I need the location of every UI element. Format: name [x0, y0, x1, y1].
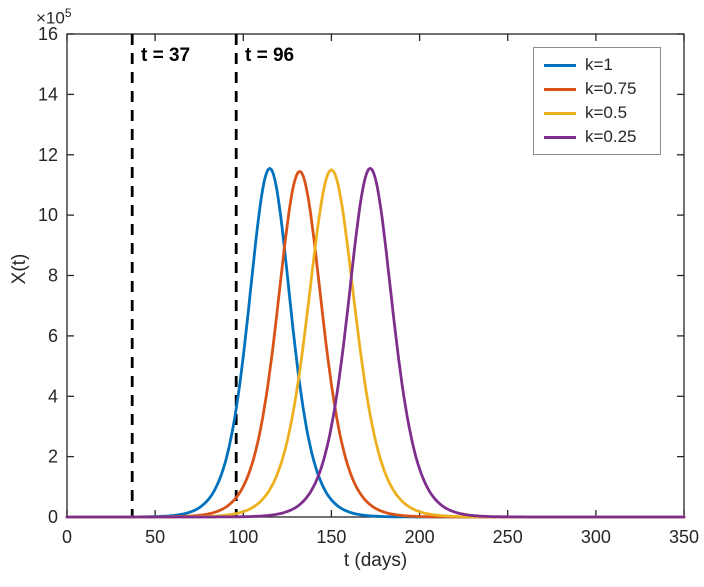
- x-tick-label: 150: [316, 527, 346, 547]
- legend: k=1 k=0.75 k=0.5 k=0.25: [533, 47, 661, 155]
- x-tick-label: 100: [228, 527, 258, 547]
- legend-line-swatch-k1: [544, 63, 576, 67]
- y-tick-label: 6: [48, 326, 58, 346]
- y-axis-exponent-label: ×105: [36, 6, 72, 29]
- x-tick-label: 200: [405, 527, 435, 547]
- y-axis-label: X(t): [9, 253, 30, 285]
- x-axis-label: t (days): [343, 550, 408, 571]
- legend-label-k025: k=0.25: [585, 127, 637, 146]
- y-tick-label: 0: [48, 507, 58, 527]
- series-line-k025: [65, 166, 686, 519]
- legend-line-swatch-k075: [544, 87, 576, 91]
- legend-line-swatch-k025: [544, 135, 576, 139]
- y-tick-label: 8: [48, 266, 58, 286]
- x-tick-label: 300: [581, 527, 611, 547]
- x-tick-label: 50: [145, 527, 165, 547]
- x-tick-label: 0: [62, 527, 72, 547]
- annotation-t96: t = 96: [245, 45, 295, 66]
- y-axis-exponent-power: 5: [64, 6, 72, 20]
- y-tick-label: 10: [38, 205, 58, 225]
- legend-label-k05: k=0.5: [585, 103, 628, 122]
- y-axis-exponent-base: ×10: [36, 8, 65, 28]
- legend-item-k05: k=0.5: [544, 103, 650, 122]
- legend-line-swatch-k05: [544, 111, 576, 115]
- legend-item-k1: k=1: [544, 55, 650, 74]
- y-tick-label: 12: [38, 145, 58, 165]
- y-tick-label: 4: [48, 386, 58, 406]
- legend-item-k025: k=0.25: [544, 127, 650, 146]
- annotation-t37: t = 37: [141, 45, 191, 66]
- legend-label-k1: k=1: [585, 55, 613, 74]
- y-tick-label: 2: [48, 447, 58, 467]
- legend-item-k075: k=0.75: [544, 79, 650, 98]
- x-tick-label: 350: [669, 527, 699, 547]
- x-tick-label: 250: [493, 527, 523, 547]
- y-tick-label: 16: [38, 24, 58, 44]
- y-tick-label: 14: [38, 84, 58, 104]
- legend-label-k075: k=0.75: [585, 79, 637, 98]
